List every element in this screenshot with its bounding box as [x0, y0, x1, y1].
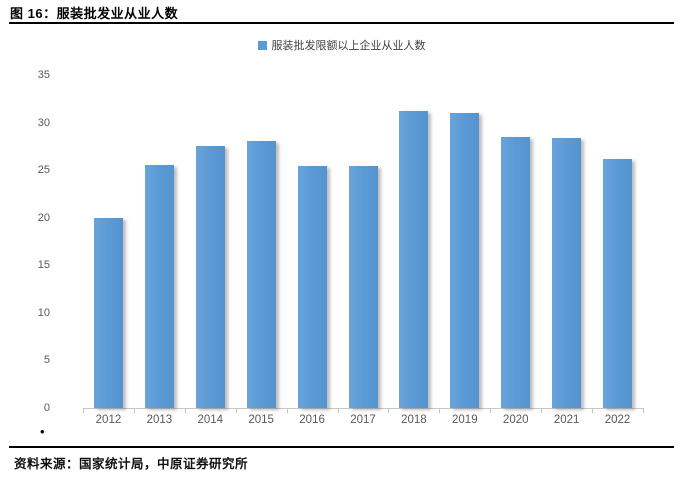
bar-2013: [144, 165, 174, 408]
x-axis-tick-label: 2014: [197, 414, 224, 426]
source-note: 资料来源：国家统计局，中原证券研究所: [14, 457, 249, 471]
bar-2022: [603, 158, 633, 408]
x-axis-tick: [592, 408, 594, 413]
x-axis-tick: [337, 408, 339, 413]
x-axis-tick: [388, 408, 390, 413]
x-axis-tick: [133, 408, 135, 413]
x-axis-tick-label: 2013: [146, 414, 173, 426]
chart-legend: 服装批发限额以上企业从业人数: [0, 38, 683, 52]
y-axis-tick-label: 25: [37, 164, 50, 177]
x-axis-tick-label: 2018: [401, 414, 427, 426]
x-axis-tick-label: 2021: [553, 414, 580, 426]
bar-2015: [246, 140, 276, 408]
list-bullet: •: [40, 424, 45, 439]
bar-2014: [195, 146, 225, 408]
bar-2020: [501, 136, 531, 408]
x-axis-tick-label: 2020: [502, 414, 529, 426]
y-axis-tick-label: 35: [37, 69, 50, 81]
x-axis-tick-label: 2016: [299, 414, 325, 426]
y-axis-tick-label: 10: [37, 306, 50, 319]
bar-2016: [297, 166, 327, 408]
x-axis-tick: [541, 408, 543, 413]
bar-2018: [399, 111, 429, 408]
bar-2019: [450, 113, 480, 408]
x-axis-line: [83, 408, 644, 409]
x-axis-tick: [286, 408, 288, 413]
source-divider: [9, 446, 674, 448]
x-axis-tick: [643, 408, 644, 413]
y-axis-tick-label: 0: [43, 402, 50, 414]
y-axis-tick-label: 15: [37, 259, 50, 272]
figure-title: 图 16：服装批发业从业人数: [10, 6, 179, 21]
legend-series-label: 服装批发限额以上企业从业人数: [271, 40, 426, 52]
y-axis-tick-label: 5: [43, 354, 50, 367]
x-axis-tick: [490, 408, 492, 413]
y-axis-tick-label: 30: [37, 116, 50, 129]
x-axis-tick-label: 2019: [452, 414, 478, 426]
x-axis-tick-label: 2012: [95, 414, 122, 426]
legend-marker-icon: [257, 40, 267, 50]
y-axis-tick-label: 20: [37, 211, 50, 224]
x-axis-tick-label: 2015: [248, 414, 274, 426]
x-axis-tick: [184, 408, 186, 413]
bar-2021: [552, 137, 582, 408]
x-axis-tick-label: 2022: [604, 414, 631, 426]
x-axis-tick: [439, 408, 441, 413]
bar-2012: [93, 217, 123, 408]
x-axis-tick: [83, 408, 84, 413]
title-divider: [9, 22, 674, 24]
x-axis-tick-label: 2017: [350, 414, 376, 426]
x-axis-tick: [235, 408, 237, 413]
bar-2017: [348, 166, 378, 408]
